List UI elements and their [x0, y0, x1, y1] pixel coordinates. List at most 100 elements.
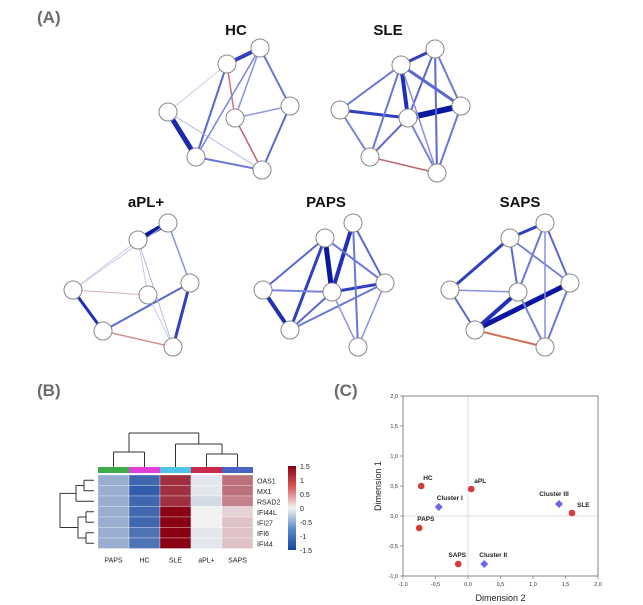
heatmap-cell: [190, 495, 223, 507]
heatmap-cell: [128, 495, 161, 507]
y-tick-label: 1,0: [390, 454, 398, 460]
heatmap-cell: [159, 537, 192, 549]
network-edge: [369, 156, 438, 174]
network-edge: [473, 290, 520, 332]
network-edge: [288, 236, 327, 332]
network-node: [425, 39, 445, 59]
group-point-label: HC: [423, 475, 433, 482]
legend-tick-label: -1: [300, 534, 306, 541]
group-point-label: aPL: [474, 478, 486, 485]
y-axis-label: Dimension 1: [373, 461, 383, 511]
network-title-apl: aPL+: [127, 194, 165, 211]
network-node: [375, 273, 395, 293]
cluster-centroid: [434, 503, 443, 511]
heatmap-cell: [190, 474, 223, 486]
legend-tick-label: 1: [300, 478, 304, 485]
network-edge: [434, 48, 438, 174]
y-tick-label: 0,5: [390, 484, 398, 490]
network-node: [138, 285, 158, 305]
heatmap-column-label: SLE: [169, 558, 183, 565]
network-edge: [449, 289, 519, 293]
network-node: [348, 337, 368, 357]
heatmap-cell: [221, 485, 254, 497]
x-tick-label: 1,0: [529, 582, 537, 588]
network-edge: [517, 222, 546, 293]
network-title-hc: HC: [225, 22, 247, 39]
cluster-label: Cluster III: [539, 491, 569, 498]
heatmap-cell: [97, 516, 130, 528]
heatmap-cell: [128, 527, 161, 539]
network-edge: [167, 222, 191, 284]
network-node: [158, 102, 178, 122]
network-node: [163, 337, 183, 357]
cluster-label: Cluster II: [479, 552, 507, 559]
network-node: [440, 280, 460, 300]
network-node: [253, 280, 273, 300]
group-point: [454, 560, 462, 568]
network-edge: [352, 222, 386, 284]
network-title-paps: PAPS: [306, 194, 346, 211]
mds-scatter-plot: -1,0 -0,5 0,0 0,5 1,0 1,5 2,0 2,0 1,5 1,0 0,5 0,0 -0…: [373, 394, 602, 603]
network-edge: [474, 329, 546, 348]
network-edge: [195, 47, 261, 158]
x-tick-label: 2,0: [594, 582, 602, 588]
network-edge: [517, 291, 546, 348]
heatmap-row-label: MX1: [257, 489, 272, 496]
heatmap-column-label: HC: [139, 558, 149, 565]
y-tick-label: -0,5: [389, 544, 398, 550]
network-node: [180, 273, 200, 293]
column-group-color: [160, 467, 191, 473]
network-node: [158, 213, 178, 233]
column-group-color: [129, 467, 160, 473]
heatmap-cell: [190, 527, 223, 539]
y-tick-label: -1,0: [389, 574, 398, 580]
heatmap-cell: [159, 516, 192, 528]
heatmap-row-label: IFI44L: [257, 510, 277, 517]
network-node: [560, 273, 580, 293]
heatmap-cell: [190, 485, 223, 497]
network-edge: [167, 63, 228, 113]
network-node: [535, 213, 555, 233]
heatmap-column-label: SAPS: [228, 558, 247, 565]
heatmap-cell: [97, 485, 130, 497]
x-tick-label: -0,5: [431, 582, 440, 588]
heatmap-cell: [221, 474, 254, 486]
heatmap-cell: [159, 527, 192, 539]
network-edge: [102, 330, 174, 348]
network-edge: [72, 239, 139, 291]
network-edge: [472, 280, 573, 333]
network-node: [427, 163, 447, 183]
legend-tick-label: -0.5: [300, 520, 312, 527]
network-edge: [407, 48, 436, 119]
network-edge: [331, 291, 359, 348]
legend-tick-label: 1.5: [300, 464, 310, 471]
heatmap-cell: [190, 506, 223, 518]
heatmap-cell: [190, 537, 223, 549]
network-edge: [72, 289, 149, 296]
plot-area: [402, 395, 599, 577]
heatmap-row-label: OAS1: [257, 478, 276, 485]
y-tick-label: 1,5: [390, 424, 398, 430]
y-tick-label: 0,0: [390, 514, 398, 520]
heatmap-cell: [221, 506, 254, 518]
heatmap-cell: [221, 537, 254, 549]
network-node: [252, 160, 272, 180]
network-title-saps: SAPS: [499, 194, 541, 211]
network-title-sle: SLE: [373, 22, 403, 39]
x-axis-label: Dimension 2: [475, 593, 525, 603]
network-edge: [352, 222, 359, 348]
network-edge: [509, 237, 571, 284]
network-node: [128, 230, 148, 250]
network-node: [93, 321, 113, 341]
network-node: [250, 38, 270, 58]
cluster-label: Cluster I: [437, 495, 463, 502]
network-node: [315, 228, 335, 248]
network-node: [280, 96, 300, 116]
heatmap-cell: [221, 516, 254, 528]
network-edge: [289, 282, 386, 331]
heatmap-cell: [97, 495, 130, 507]
network-edge: [448, 236, 512, 292]
heatmap-cell: [97, 527, 130, 539]
network-edge: [434, 48, 462, 107]
network-node: [186, 147, 206, 167]
